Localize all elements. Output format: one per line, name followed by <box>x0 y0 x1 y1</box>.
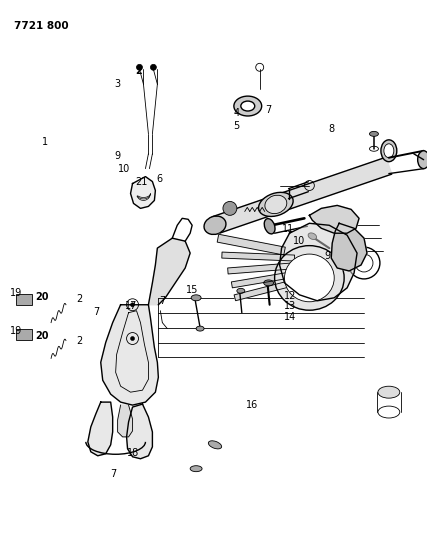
Ellipse shape <box>234 96 262 116</box>
Circle shape <box>137 64 143 70</box>
Polygon shape <box>309 205 359 233</box>
Text: 2: 2 <box>76 294 82 304</box>
Text: 9: 9 <box>114 151 120 161</box>
Ellipse shape <box>237 288 245 293</box>
Circle shape <box>150 64 156 70</box>
Ellipse shape <box>196 326 204 331</box>
Ellipse shape <box>308 233 317 239</box>
Polygon shape <box>234 272 325 301</box>
Text: 19: 19 <box>10 326 22 336</box>
Polygon shape <box>212 157 392 234</box>
Text: 13: 13 <box>284 301 297 311</box>
Text: 15: 15 <box>186 285 199 295</box>
Text: 19: 19 <box>10 288 22 298</box>
Text: 7721 800: 7721 800 <box>14 21 69 30</box>
Ellipse shape <box>285 254 334 302</box>
Ellipse shape <box>264 219 275 234</box>
Text: 18: 18 <box>127 448 139 458</box>
Polygon shape <box>118 405 133 437</box>
Circle shape <box>131 336 134 341</box>
Ellipse shape <box>369 131 378 136</box>
Ellipse shape <box>204 216 226 235</box>
Text: 7: 7 <box>159 296 165 306</box>
Ellipse shape <box>378 406 400 418</box>
Ellipse shape <box>275 246 344 310</box>
Text: 6: 6 <box>157 174 163 184</box>
Polygon shape <box>88 402 113 456</box>
Text: 20: 20 <box>36 292 49 302</box>
Text: 14: 14 <box>284 312 297 322</box>
Ellipse shape <box>265 195 287 214</box>
Polygon shape <box>101 305 158 405</box>
Circle shape <box>131 303 134 306</box>
Polygon shape <box>228 262 305 274</box>
Polygon shape <box>331 223 367 271</box>
Circle shape <box>223 201 237 215</box>
Ellipse shape <box>264 280 273 286</box>
Text: 17: 17 <box>125 301 137 311</box>
Text: 10: 10 <box>118 164 131 174</box>
Ellipse shape <box>241 101 255 111</box>
Text: 1: 1 <box>42 137 48 147</box>
Text: 8: 8 <box>329 124 335 134</box>
Text: 4: 4 <box>233 108 239 118</box>
Text: 2: 2 <box>76 336 82 345</box>
Ellipse shape <box>384 144 394 158</box>
Text: 11: 11 <box>282 224 294 235</box>
Ellipse shape <box>418 151 428 168</box>
Text: 20: 20 <box>36 332 49 342</box>
Polygon shape <box>149 238 190 305</box>
Ellipse shape <box>259 192 293 216</box>
Text: 7: 7 <box>93 306 99 317</box>
Bar <box>16 294 32 305</box>
Ellipse shape <box>190 466 202 472</box>
Polygon shape <box>222 252 294 261</box>
Polygon shape <box>131 176 155 208</box>
Text: 3: 3 <box>114 79 120 89</box>
Text: 21: 21 <box>135 177 148 187</box>
Text: 5: 5 <box>233 121 239 131</box>
Polygon shape <box>232 268 315 288</box>
Ellipse shape <box>208 441 222 449</box>
Ellipse shape <box>378 386 400 398</box>
Text: 2: 2 <box>135 66 142 76</box>
Polygon shape <box>127 404 152 459</box>
Polygon shape <box>279 223 357 301</box>
Text: 12: 12 <box>284 290 297 301</box>
Text: 7: 7 <box>110 469 116 479</box>
Polygon shape <box>217 235 285 255</box>
Text: 16: 16 <box>246 400 258 410</box>
Bar <box>16 328 32 340</box>
Text: 9: 9 <box>324 251 331 261</box>
Text: 7: 7 <box>265 106 271 115</box>
Ellipse shape <box>381 140 397 161</box>
Ellipse shape <box>191 295 201 301</box>
Text: 10: 10 <box>293 236 305 246</box>
